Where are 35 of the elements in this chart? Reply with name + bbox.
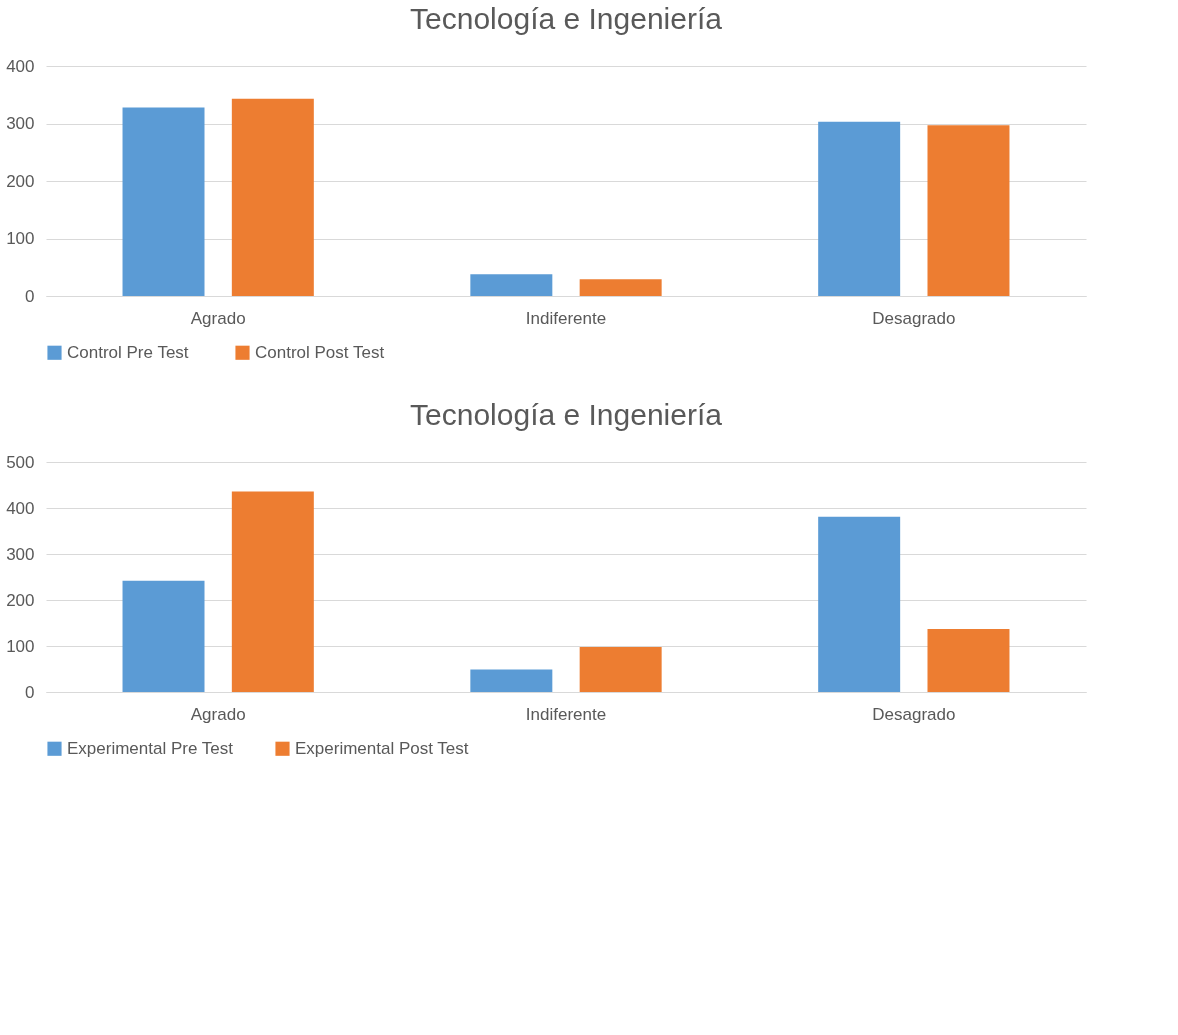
- chart-title: Tecnología e Ingeniería: [410, 398, 723, 431]
- y-tick-label: 100: [6, 229, 35, 248]
- bar: [122, 107, 205, 296]
- x-tick-label: Agrado: [190, 704, 246, 724]
- bar: [579, 646, 662, 692]
- legend-label: Experimental Post Test: [295, 738, 469, 758]
- chart-title: Tecnología e Ingeniería: [410, 2, 723, 35]
- x-tick-label: Indiferente: [525, 704, 607, 724]
- x-tick-label: Desagrado: [872, 704, 956, 724]
- bar: [818, 516, 901, 692]
- bar: [470, 669, 553, 692]
- y-tick-label: 200: [6, 171, 35, 191]
- y-tick-label: 100: [6, 636, 35, 656]
- bar: [231, 98, 314, 296]
- x-tick-label: Indiferente: [525, 308, 607, 328]
- y-tick-label: 400: [6, 56, 35, 76]
- y-tick-label: 300: [6, 114, 35, 133]
- bar: [122, 580, 205, 692]
- legend-label: Experimental Pre Test: [67, 738, 234, 758]
- bar: [818, 121, 901, 296]
- x-tick-label: Desagrado: [872, 308, 956, 328]
- y-tick-label: 500: [6, 452, 35, 472]
- y-tick-label: 0: [25, 682, 35, 702]
- y-tick-label: 300: [6, 544, 35, 564]
- bar: [231, 491, 314, 692]
- bar: [927, 628, 1010, 692]
- legend-label: Control Pre Test: [67, 342, 189, 362]
- bar: [927, 125, 1010, 296]
- y-tick-label: 400: [6, 498, 35, 518]
- bar: [579, 279, 662, 296]
- x-tick-label: Agrado: [190, 308, 246, 328]
- legend-label: Control Post Test: [255, 342, 385, 362]
- y-tick-label: 0: [25, 286, 35, 306]
- y-tick-label: 200: [6, 590, 35, 610]
- bar: [470, 274, 553, 296]
